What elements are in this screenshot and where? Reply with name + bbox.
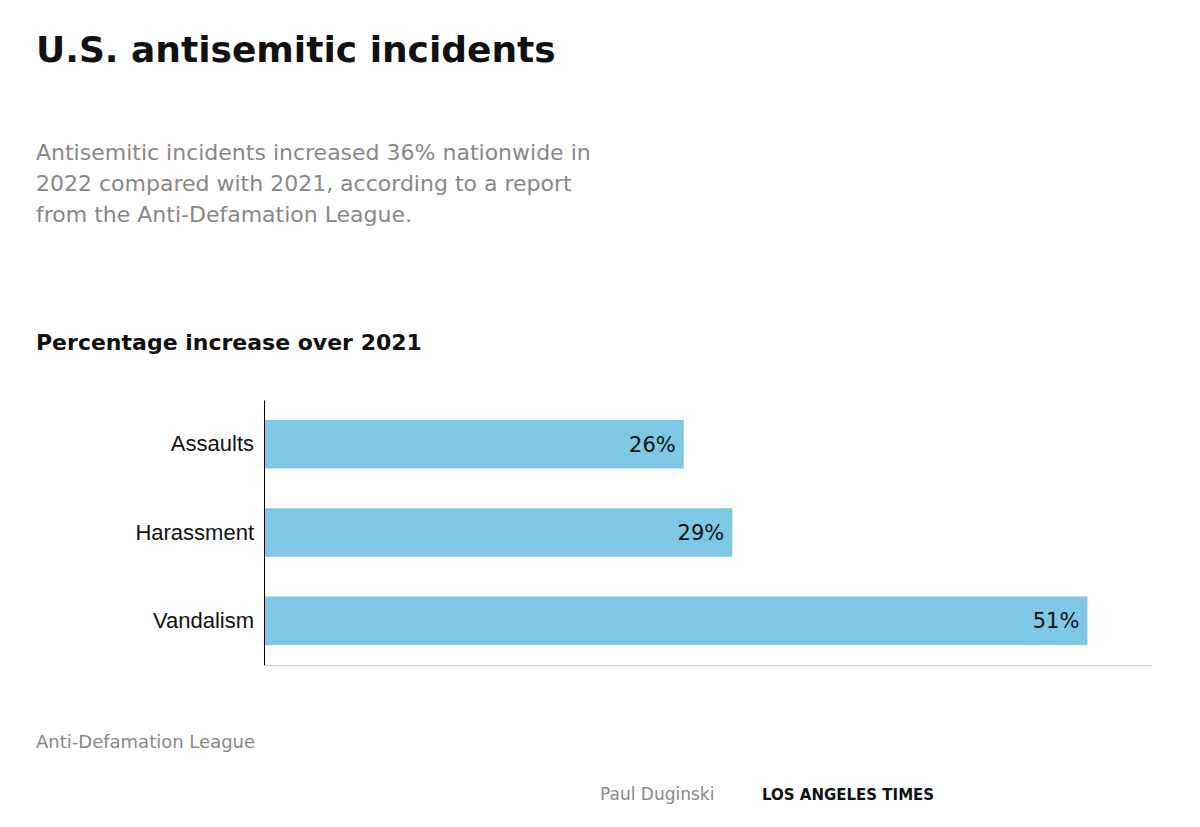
- data-labels: 26% 29% 51%: [629, 433, 1079, 634]
- data-label: 51%: [1033, 609, 1080, 633]
- title: U.S. antisemitic incidents: [36, 29, 556, 70]
- y-tick-label: Harassment: [135, 520, 254, 545]
- section-label: Percentage increase over 2021: [36, 330, 422, 355]
- plot: 26% 29% 51% Assaults Harassment Vandalism: [135, 401, 1152, 666]
- subtitle: from the Anti-Defamation League.: [36, 202, 412, 227]
- y-tick: Vandalism: [153, 608, 264, 633]
- bar: [264, 420, 684, 469]
- subtitle: 2022 compared with 2021, according to a …: [36, 171, 572, 196]
- bar: [264, 597, 1087, 646]
- y-tick: Assaults: [171, 431, 264, 456]
- source-label: Anti-Defamation League: [36, 731, 255, 752]
- data-label: 26%: [629, 433, 676, 457]
- data-label: 29%: [678, 521, 725, 545]
- credit-name: Paul Duginski: [600, 784, 714, 804]
- x-axis-line: [265, 665, 1153, 666]
- bars: [264, 420, 1087, 645]
- x-axis: [265, 665, 1153, 666]
- y-tick-label: Vandalism: [153, 608, 254, 633]
- chart-svg: U.S. antisemitic incidents Antisemitic in…: [0, 0, 1200, 827]
- y-tick: Harassment: [135, 520, 264, 545]
- y-axis-line: [264, 401, 265, 666]
- subtitle: Antisemitic incidents increased 36% nati…: [36, 140, 591, 165]
- credit-outlet: LOS ANGELES TIMES: [762, 786, 934, 804]
- y-axis: Assaults Harassment Vandalism: [135, 401, 264, 666]
- bar: [264, 508, 732, 557]
- chart-container: U.S. antisemitic incidents Antisemitic in…: [0, 0, 1200, 827]
- y-tick-label: Assaults: [171, 431, 254, 456]
